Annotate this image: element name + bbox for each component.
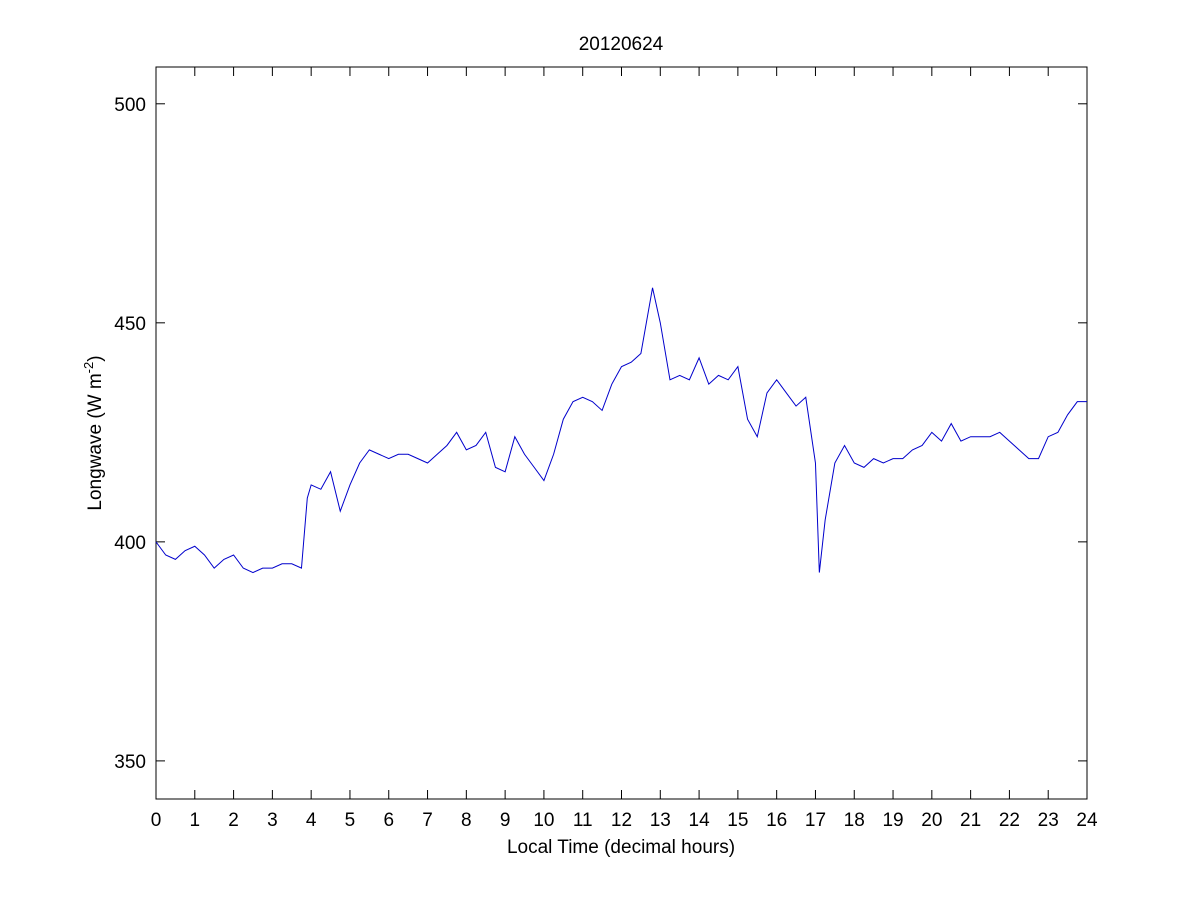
x-tick-label: 3 [267,810,278,831]
x-tick-label: 11 [573,810,593,831]
x-tick-label: 17 [805,810,826,831]
x-tick-label: 10 [533,810,554,831]
x-tick-label: 14 [689,810,711,831]
x-tick-label: 19 [882,810,903,831]
x-tick-label: 6 [383,810,394,831]
y-axis-label-suffix: ) [85,355,106,361]
x-tick-label: 0 [151,810,162,831]
x-tick-label: 24 [1076,810,1098,831]
x-tick-label: 1 [190,810,201,831]
y-axis-label-text: Longwave (W m [85,373,106,510]
y-tick-label: 400 [114,533,146,554]
x-tick-label: 9 [500,810,511,831]
chart-title: 20120624 [579,34,664,55]
x-tick-label: 15 [727,810,748,831]
x-axis-label: Local Time (decimal hours) [507,837,735,858]
x-tick-label: 7 [422,810,433,831]
y-tick-label: 450 [114,314,146,335]
data-line [155,287,1087,574]
y-axis-label: Longwave (W m-2) [81,355,106,510]
x-tick-label: 2 [228,810,239,831]
x-tick-label: 4 [306,810,317,831]
plot-frame [155,66,1088,800]
x-tick-label: 13 [650,810,671,831]
x-tick-label: 8 [461,810,472,831]
x-tick-label: 12 [611,810,632,831]
y-tick-label: 350 [114,752,146,773]
x-tick-label: 20 [921,810,942,831]
x-tick-label: 16 [766,810,787,831]
x-tick-label: 5 [345,810,356,831]
x-tick-label: 23 [1038,810,1059,831]
x-tick-label: 22 [999,810,1020,831]
x-tick-label: 18 [844,810,865,831]
x-tick-label: 21 [960,810,981,831]
y-axis-label-sup: -2 [81,362,96,374]
y-tick-label: 500 [114,95,146,116]
